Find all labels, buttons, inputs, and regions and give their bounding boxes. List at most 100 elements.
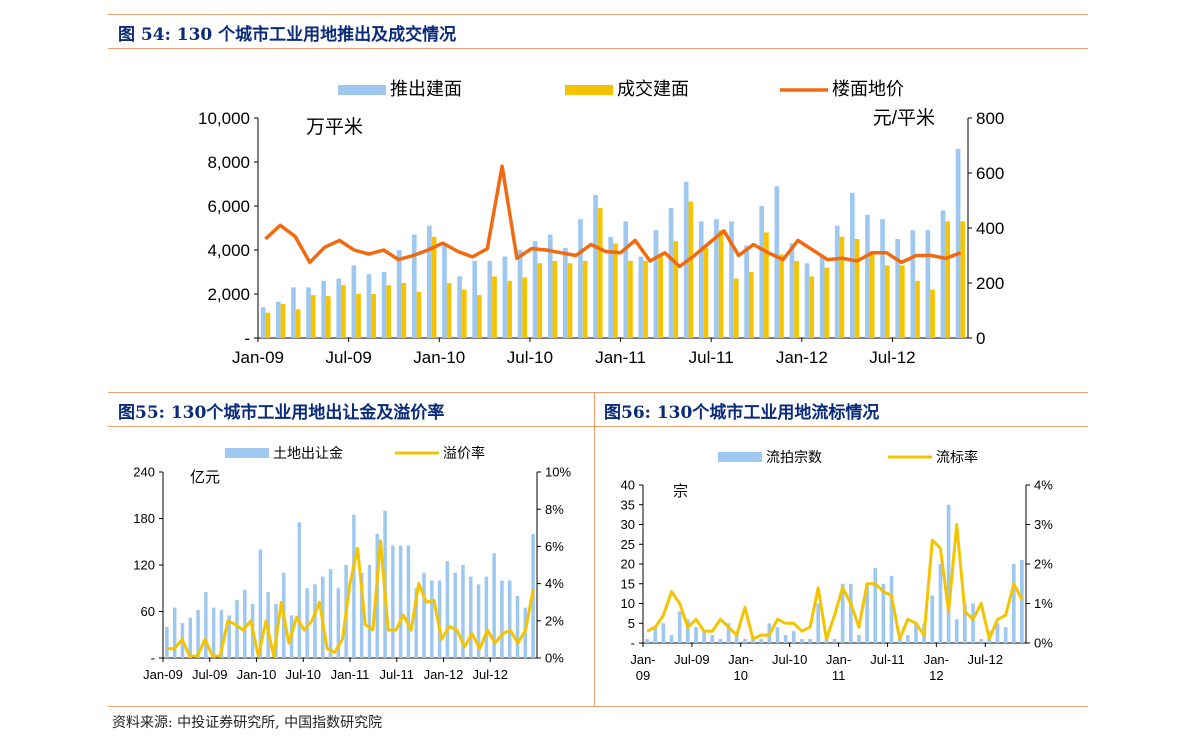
fig54-bar-推出建面 [789,243,795,338]
fig55-bar-土地出让金 [188,617,193,658]
fig54-bar-推出建面 [291,287,296,338]
fig54-bar-成交建面 [688,201,694,338]
fig56-bar-流拍宗数 [743,639,747,643]
fig54-bar-推出建面 [336,278,342,338]
fig54-bar-推出建面 [442,243,447,338]
fig56-bar-流拍宗数 [710,635,715,643]
fig56-bar-流拍宗数 [775,627,780,643]
fig54-bar-推出建面 [578,219,583,338]
fig54-xtick-label: Jul-12 [869,348,915,367]
fig55-y2tick-label: 8% [545,502,564,517]
fig56-y2tick-label: 1% [1034,596,1053,611]
fig55-bar-土地出让金 [398,545,403,658]
fig55-bar-土地出让金 [469,576,473,658]
fig54-bar-推出建面 [472,261,478,338]
fig54-bar-推出建面 [306,287,311,338]
fig54-bar-推出建面 [593,195,598,338]
fig54-bar-推出建面 [744,245,749,338]
fig56-ytick-label: 35 [621,497,635,512]
fig55-bar-土地出让金 [219,609,224,658]
fig54-bar-推出建面 [562,247,568,338]
fig56-bar-流拍宗数 [840,583,845,643]
fig54-bar-成交建面 [461,289,467,338]
fig54-bar-成交建面 [884,265,890,338]
fig56-xtick-label: 09 [636,668,650,683]
fig54-ytick-label: 6,000 [207,197,250,216]
fig54-bar-成交建面 [824,267,830,338]
fig56-bar-流拍宗数 [979,639,984,643]
fig54-bar-成交建面 [794,261,799,338]
fig55-xtick-label: Jul-10 [286,667,321,682]
fig56-bar-流拍宗数 [685,619,690,643]
fig54-y2tick-label: 800 [976,109,1004,128]
fig55-bar-土地出让金 [437,580,442,658]
fig55-legend-swatch [225,448,269,458]
fig56-bar-流拍宗数 [954,619,959,643]
fig56-xtick-label: Jul-09 [674,652,709,667]
fig54-bar-成交建面 [597,208,603,338]
fig54-y2tick-label: 600 [976,164,1004,183]
top-rule [108,14,1088,15]
fig54-bar-成交建面 [552,261,558,338]
fig56-xtick-label: Jul-11 [870,652,904,667]
fig54-xtick-label: Jan-11 [595,348,646,367]
fig54-bar-成交建面 [718,230,724,338]
fig54-bar-成交建面 [386,285,392,338]
fig54-ytick-label: 2,000 [207,285,250,304]
fig55-bar-土地出让金 [352,514,356,658]
fig55-bar-土地出让金 [453,572,457,658]
fig56-bar-流拍宗数 [783,635,788,643]
fig54-xtick-label: Jul-09 [325,348,371,367]
fig54-bar-成交建面 [915,280,920,338]
fig54-bar-推出建面 [698,221,704,338]
fig54-bar-成交建面 [325,296,331,338]
fig54-bar-推出建面 [714,219,719,338]
fig55-ytick-label: 240 [133,465,155,480]
fig54-bar-成交建面 [341,285,346,338]
fig56-bar-流拍宗数 [1011,564,1016,643]
fig55-y2tick-label: 4% [545,576,564,591]
fig55-xtick-label: Jul-12 [473,667,508,682]
fig55-ytick-label: - [151,651,155,666]
fig56-y2tick-label: 4% [1034,478,1053,493]
fig55-xtick-label: Jan-09 [143,667,183,682]
fig54-bar-成交建面 [356,294,361,338]
fig55-bar-土地出让金 [172,607,177,658]
fig56-bar-流拍宗数 [800,639,804,643]
fig56-xtick-label: Jan- [630,652,655,667]
fig55-xtick-label: Jan-11 [331,667,370,682]
fig54-bar-成交建面 [431,236,437,338]
fig56-bar-流拍宗数 [718,639,723,643]
fig54-bar-推出建面 [275,301,281,338]
fig56-bar-流拍宗数 [930,595,935,643]
fig56-bar-流拍宗数 [1003,627,1008,643]
fig54-bar-成交建面 [522,277,528,338]
fig54-bar-成交建面 [582,261,588,338]
fig54-bar-推出建面 [517,250,523,338]
fig56-ytick-label: 20 [621,557,635,572]
fig56-bar-流拍宗数 [694,627,698,643]
fig55-xtick-label: Jan-12 [424,667,464,682]
fig56-ytick-label: 25 [621,537,635,552]
fig55-xtick-label: Jul-09 [192,667,227,682]
fig54-bar-成交建面 [295,309,301,338]
fig54-y2tick-label: 200 [976,274,1004,293]
fig54-bar-推出建面 [834,225,840,338]
fig54-bar-成交建面 [280,303,286,338]
fig56-bar-流拍宗数 [791,631,796,643]
fig56-ytick-label: - [631,636,635,651]
fig55-bar-土地出让金 [391,545,395,658]
fig54-bar-推出建面 [774,186,780,338]
fig56-bar-流拍宗数 [873,567,878,643]
fig55-bar-土地出让金 [430,580,434,658]
fig56-bar-流拍宗数 [726,623,731,643]
lower-divider [594,392,595,706]
fig54-ytick-label: 4,000 [207,241,250,260]
fig56-legend-swatch [718,452,762,462]
fig54-bar-成交建面 [748,272,754,338]
fig56-bar-流拍宗数 [824,639,829,643]
fig55-line-溢价率 [166,539,535,658]
fig54-bar-推出建面 [940,210,946,338]
fig56-xtick-label: Jul-12 [968,652,1003,667]
fig56-caption: 图56: 130个城市工业用地流标情况 [604,403,880,423]
